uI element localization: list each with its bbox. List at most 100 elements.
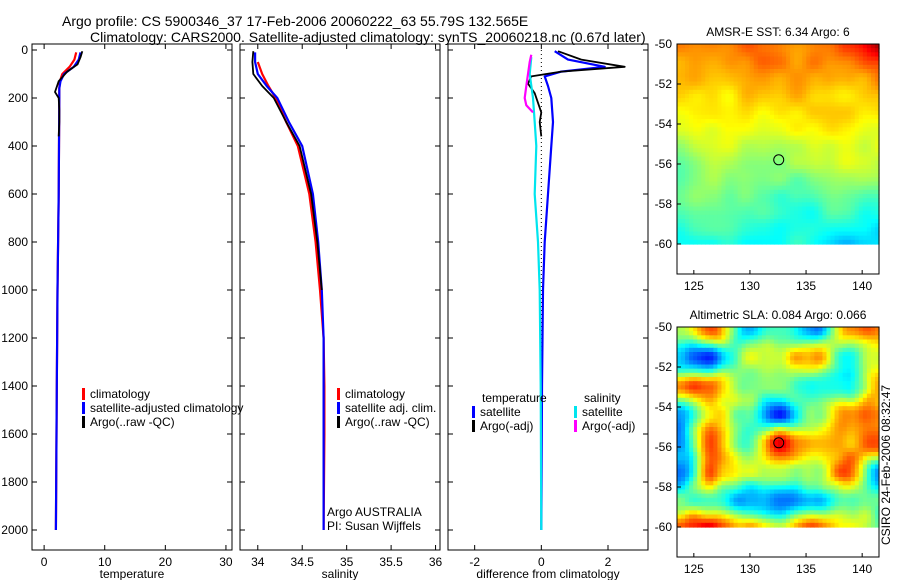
sst-cell [842, 81, 848, 87]
sst-cell [761, 60, 767, 66]
sla-cell [866, 472, 872, 478]
sla-cell [858, 327, 864, 332]
sst-cell [729, 110, 735, 116]
sst-cell [749, 169, 755, 174]
sst-cell [745, 69, 751, 74]
sla-cell [874, 372, 880, 378]
sst-cell [729, 69, 735, 74]
sla-cell [838, 347, 844, 353]
sla-cell [838, 481, 844, 486]
sst-cell [854, 219, 860, 224]
sst-cell [741, 73, 747, 78]
sla-cell [761, 402, 767, 407]
sst-cell [725, 56, 731, 62]
sst-cell [761, 135, 767, 141]
sla-cell [745, 410, 751, 416]
sst-cell [874, 94, 880, 99]
sst-cell [870, 85, 876, 91]
sla-cell [834, 352, 840, 357]
sla-cell [677, 360, 682, 366]
sst-cell [689, 160, 694, 166]
sla-cell [794, 347, 799, 353]
sla-cell [729, 481, 735, 486]
sla-cell [757, 468, 763, 474]
sst-cell [866, 123, 872, 128]
sst-cell [874, 131, 880, 137]
sst-cell [830, 56, 836, 62]
sst-cell [798, 94, 803, 99]
sst-cell [846, 231, 852, 237]
sla-cell [874, 485, 880, 491]
sst-cell [725, 127, 731, 133]
sst-cell [713, 102, 718, 108]
sst-cell [866, 227, 872, 233]
sst-cell [709, 69, 714, 74]
sla-cell [778, 406, 783, 411]
sst-cell [725, 85, 731, 91]
sla-cell [741, 347, 747, 353]
sla-cell [685, 343, 690, 349]
sla-cell [802, 468, 807, 474]
sla-cell [765, 485, 771, 491]
sla-cell [701, 331, 706, 336]
sla-cell [705, 331, 710, 336]
sla-cell [786, 356, 791, 361]
sla-cell [826, 522, 832, 528]
sla-cell [741, 468, 747, 474]
sst-cell [701, 173, 706, 178]
sla-cell [830, 360, 836, 366]
difference-legend-swatch [472, 406, 475, 418]
sla-cell [786, 414, 791, 420]
sla-cell [826, 477, 832, 482]
sst-cell [753, 235, 759, 241]
sst-cell [757, 206, 763, 212]
sla-cell [846, 435, 852, 441]
sla-cell [790, 360, 795, 366]
sla-cell [798, 385, 803, 391]
sst-cell [806, 98, 811, 103]
sla-cell [778, 335, 783, 341]
sla-cell [693, 460, 698, 466]
sla-cell [818, 510, 824, 516]
sla-cell [689, 518, 694, 524]
sla-cell [749, 377, 755, 382]
sla-cell [834, 335, 840, 341]
sla-cell [725, 435, 731, 441]
sla-cell [802, 385, 807, 391]
sla-cell [818, 347, 824, 353]
sst-cell [870, 48, 876, 53]
sla-cell [729, 393, 735, 399]
sst-cell [725, 189, 731, 195]
sla-cell [733, 472, 739, 478]
sla-cell [745, 485, 751, 491]
sla-cell [866, 431, 872, 436]
sst-cell [814, 239, 819, 245]
sst-cell [874, 185, 880, 191]
sla-cell [697, 422, 702, 428]
sla-cell [729, 510, 735, 516]
sla-cell [681, 497, 686, 503]
sst-cell [854, 119, 860, 124]
sla-cell [850, 327, 856, 332]
sst-cell [717, 219, 723, 224]
sst-cell [802, 160, 807, 166]
sla-cell [786, 381, 791, 386]
sla-cell [733, 393, 739, 399]
sst-cell [773, 114, 779, 120]
sst-cell [866, 48, 872, 53]
sst-cell [810, 73, 815, 78]
sst-cell [737, 110, 743, 116]
sla-cell [761, 481, 767, 486]
sla-cell [826, 360, 832, 366]
sla-cell [838, 497, 844, 503]
sst-cell [749, 48, 755, 53]
sla-cell [709, 510, 714, 516]
sla-cell [721, 331, 727, 336]
sla-cell [697, 447, 702, 453]
sla-cell [870, 393, 876, 399]
sla-cell [818, 460, 824, 466]
sla-cell [874, 464, 880, 470]
sst-cell [757, 52, 763, 58]
sla-cell [854, 502, 860, 507]
sla-cell [854, 472, 860, 478]
